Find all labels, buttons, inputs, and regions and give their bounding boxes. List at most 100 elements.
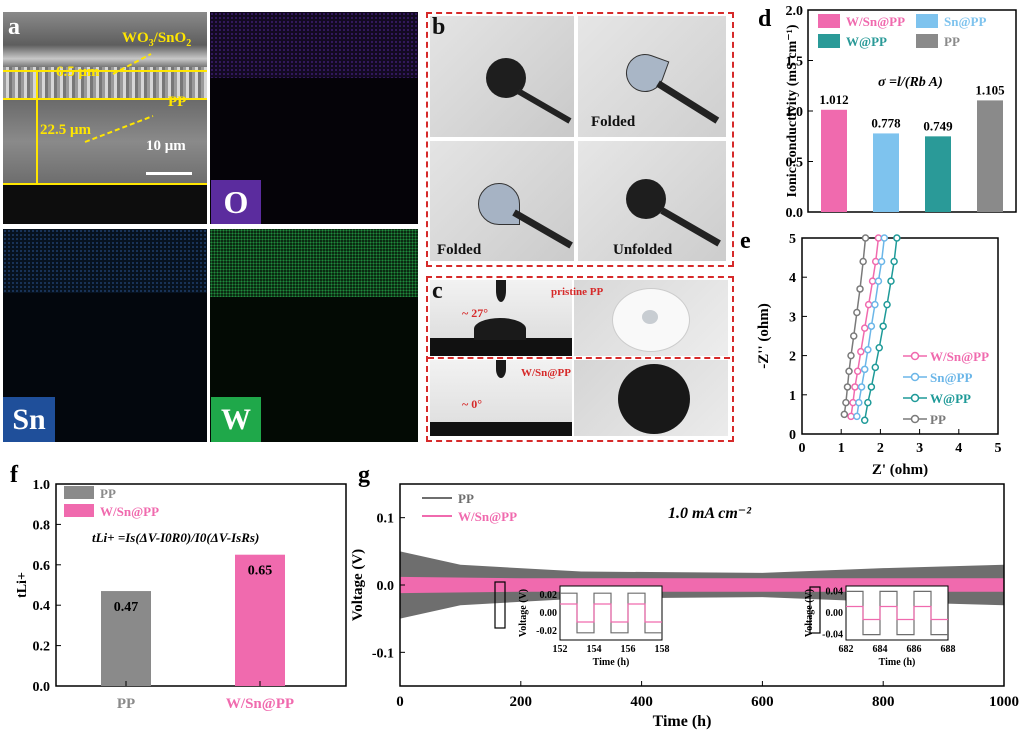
y-axis-label: tLi+ bbox=[15, 572, 30, 598]
data-point bbox=[887, 277, 895, 285]
data-point bbox=[849, 332, 858, 340]
bar-value-label: 0.47 bbox=[114, 600, 139, 615]
legend-label: PP bbox=[930, 412, 946, 427]
legend-label: W@PP bbox=[930, 391, 971, 406]
panel-label-c: c bbox=[432, 278, 443, 304]
photo-unfolded bbox=[578, 141, 726, 261]
bar-value-label: 0.749 bbox=[923, 118, 953, 133]
x-tick-label: 800 bbox=[872, 694, 895, 710]
sem-cross-section bbox=[3, 12, 207, 224]
data-point bbox=[879, 322, 887, 330]
y-axis-label: Ionic conductivity (mS cm⁻¹) bbox=[785, 24, 800, 197]
x-tick-label: 4 bbox=[955, 441, 962, 456]
panel-label-e: e bbox=[740, 228, 751, 254]
formula: σ =l/(Rb A) bbox=[878, 75, 943, 90]
y-tick-label: 0.0 bbox=[377, 579, 395, 594]
panel-b-frame bbox=[426, 12, 734, 267]
inset-x-tick-label: 684 bbox=[873, 644, 888, 655]
data-point bbox=[880, 234, 889, 242]
y-tick-label: 5 bbox=[789, 232, 796, 247]
x-tick-label: 1 bbox=[838, 441, 845, 456]
x-tick-label: 2 bbox=[877, 441, 884, 456]
x-tick-label: 400 bbox=[630, 694, 653, 710]
legend-label: W/Sn@PP bbox=[100, 504, 159, 519]
data-point bbox=[840, 410, 849, 419]
chart-f-transference: 0.0 0.2 0.4 0.6 0.8 1.0 tLi+ f 0.47 PP 0.65 W/Sn@PP… bbox=[10, 462, 347, 712]
data-point bbox=[874, 277, 883, 285]
inset-y-tick-label: 0.04 bbox=[826, 586, 844, 597]
legend-marker bbox=[910, 351, 920, 361]
y-tick-label: -0.1 bbox=[372, 646, 394, 661]
data-point bbox=[893, 234, 901, 242]
data-point bbox=[871, 257, 880, 266]
caption-unfolded: Unfolded bbox=[613, 242, 673, 258]
data-point bbox=[856, 285, 864, 293]
y-tick-label: 1.5 bbox=[786, 55, 804, 70]
legend-marker bbox=[910, 414, 920, 424]
sem-arrows bbox=[84, 53, 154, 143]
legend-marker bbox=[910, 372, 920, 382]
y-tick-label: 0 bbox=[789, 428, 796, 443]
data-point bbox=[890, 257, 898, 266]
data-point bbox=[867, 383, 876, 391]
bar-value-label: 1.105 bbox=[975, 82, 1005, 97]
bar-W/Sn@PP bbox=[821, 109, 847, 212]
data-point bbox=[843, 383, 852, 391]
data-point bbox=[871, 300, 879, 309]
x-tick-label: 200 bbox=[510, 694, 533, 710]
data-point bbox=[853, 367, 862, 376]
y-tick-label: 0.0 bbox=[33, 680, 51, 695]
inset-y-axis-label: Voltage (V) bbox=[518, 589, 529, 637]
panel-label-a: a bbox=[8, 14, 20, 40]
data-point bbox=[861, 234, 870, 242]
data-point bbox=[877, 257, 886, 266]
y-tick-label: 1.0 bbox=[33, 478, 51, 493]
contact-angle-wsn bbox=[430, 360, 572, 436]
inset-y-tick-label: 0.00 bbox=[826, 608, 844, 619]
photo-folded-1 bbox=[578, 16, 726, 137]
inset-x-tick-label: 152 bbox=[553, 644, 568, 655]
panel-label-b: b bbox=[432, 14, 446, 40]
series-line-W@PP bbox=[863, 237, 898, 421]
eds-label-w: W bbox=[211, 397, 261, 442]
panel-label-d: d bbox=[758, 6, 772, 32]
y-tick-label: 4 bbox=[789, 271, 796, 286]
data-point bbox=[860, 416, 869, 425]
inset-x-tick-label: 682 bbox=[839, 644, 854, 655]
series-line-W/Sn@PP bbox=[850, 237, 880, 417]
legend-label: PP bbox=[944, 34, 960, 49]
photo-folded-2 bbox=[430, 141, 574, 261]
legend-label: PP bbox=[100, 486, 116, 501]
data-point bbox=[883, 300, 891, 309]
x-axis-label: Time (h) bbox=[653, 713, 712, 730]
chart-g-cycling: 0 200 400 600 800 1000 -0.1 0.0 0.1 Time (h) Volta… bbox=[350, 462, 1019, 730]
inset-x-axis-label: Time (h) bbox=[593, 657, 630, 668]
caption-folded-2: Folded bbox=[437, 242, 482, 258]
eds-label-o: O bbox=[211, 180, 261, 224]
data-point bbox=[857, 383, 866, 391]
y-tick-label: 2.0 bbox=[786, 4, 804, 19]
data-point bbox=[853, 308, 861, 317]
data-point bbox=[864, 345, 872, 354]
legend-swatch bbox=[818, 34, 840, 48]
legend-label: W/Sn@PP bbox=[458, 509, 517, 524]
data-point bbox=[849, 398, 857, 407]
plot-frame bbox=[55, 483, 347, 687]
y-tick-label: 0.0 bbox=[786, 206, 804, 221]
eds-map-o bbox=[210, 12, 418, 224]
panel-label-f: f bbox=[10, 462, 19, 488]
data-point bbox=[860, 365, 869, 374]
data-point bbox=[855, 398, 863, 407]
bar-W@PP bbox=[925, 136, 951, 212]
inset-x-tick-label: 688 bbox=[941, 644, 956, 655]
bar-PP bbox=[977, 100, 1003, 212]
inset-x-axis-label: Time (h) bbox=[879, 657, 916, 668]
angle-wsn: ~ 0° bbox=[462, 397, 483, 411]
inset-y-tick-label: -0.02 bbox=[536, 626, 557, 637]
label-wo3-sno2: WO3/SnO2 bbox=[122, 30, 192, 49]
chart-e-nyquist: 0 1 2 3 4 5 0 1 2 3 4 5 Z' (ohm) -Z'' (ohm) e W/Sn@PP Sn… bbox=[740, 228, 1002, 478]
x-tick-label: 0 bbox=[396, 694, 404, 710]
data-point bbox=[847, 351, 855, 360]
data-point bbox=[864, 300, 873, 309]
legend-label: Sn@PP bbox=[944, 14, 986, 29]
